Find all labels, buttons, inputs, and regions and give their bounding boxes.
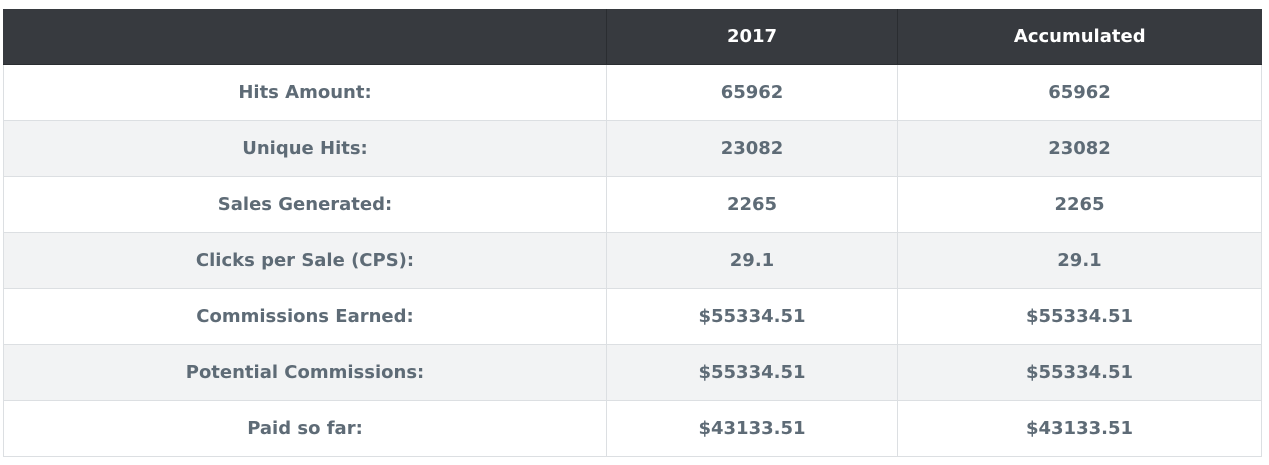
row-year-value: $55334.51 (606, 288, 898, 345)
row-accumulated-value: 2265 (897, 176, 1262, 233)
row-label: Hits Amount: (3, 64, 607, 121)
table-row-paid-so-far: Paid so far: $43133.51 $43133.51 (3, 400, 1262, 457)
header-year: 2017 (606, 9, 898, 65)
row-label: Unique Hits: (3, 120, 607, 177)
table-row-unique-hits: Unique Hits: 23082 23082 (3, 120, 1262, 177)
row-accumulated-value: 23082 (897, 120, 1262, 177)
row-label: Commissions Earned: (3, 288, 607, 345)
row-label: Potential Commissions: (3, 344, 607, 401)
table-row-sales-generated: Sales Generated: 2265 2265 (3, 176, 1262, 233)
row-year-value: 65962 (606, 64, 898, 121)
row-accumulated-value: 29.1 (897, 232, 1262, 289)
table-row-potential-commissions: Potential Commissions: $55334.51 $55334.… (3, 344, 1262, 401)
header-empty-cell (3, 9, 607, 65)
row-label: Sales Generated: (3, 176, 607, 233)
row-accumulated-value: $55334.51 (897, 344, 1262, 401)
header-accumulated: Accumulated (897, 9, 1262, 65)
row-label: Paid so far: (3, 400, 607, 457)
row-label: Clicks per Sale (CPS): (3, 232, 607, 289)
row-year-value: 29.1 (606, 232, 898, 289)
row-year-value: $55334.51 (606, 344, 898, 401)
stats-table: 2017 Accumulated Hits Amount: 65962 6596… (3, 9, 1262, 457)
stats-table-container: 2017 Accumulated Hits Amount: 65962 6596… (3, 9, 1262, 457)
row-accumulated-value: 65962 (897, 64, 1262, 121)
table-header: 2017 Accumulated (3, 9, 1262, 65)
row-year-value: 2265 (606, 176, 898, 233)
row-year-value: 23082 (606, 120, 898, 177)
table-body: Hits Amount: 65962 65962 Unique Hits: 23… (3, 64, 1262, 457)
table-row-hits-amount: Hits Amount: 65962 65962 (3, 64, 1262, 121)
row-accumulated-value: $43133.51 (897, 400, 1262, 457)
row-accumulated-value: $55334.51 (897, 288, 1262, 345)
row-year-value: $43133.51 (606, 400, 898, 457)
table-row-commissions-earned: Commissions Earned: $55334.51 $55334.51 (3, 288, 1262, 345)
table-row-clicks-per-sale: Clicks per Sale (CPS): 29.1 29.1 (3, 232, 1262, 289)
header-row: 2017 Accumulated (3, 9, 1262, 65)
